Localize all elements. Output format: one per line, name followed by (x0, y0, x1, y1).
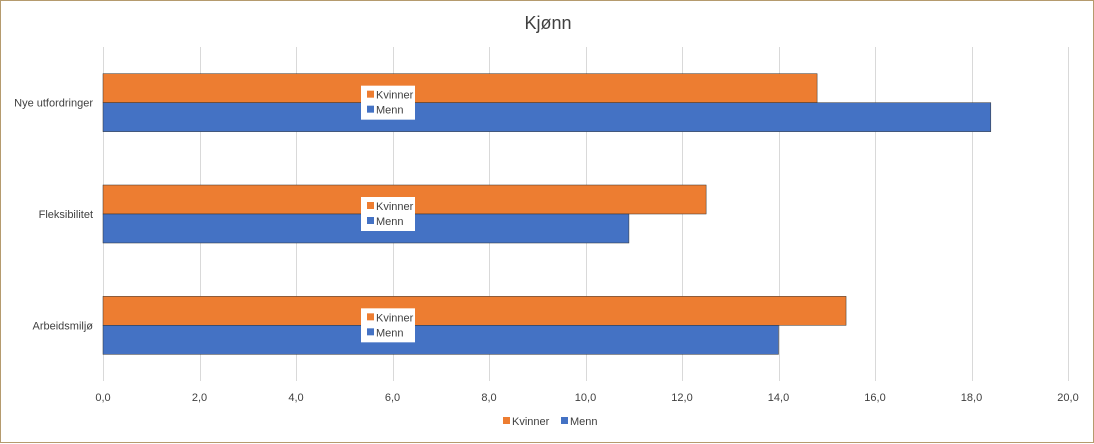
legend-label: Kvinner (512, 416, 550, 428)
x-tick-label: 20,0 (1057, 392, 1078, 404)
bar-menn (102, 102, 992, 132)
x-tick-label: 14,0 (768, 392, 789, 404)
x-tick-label: 0,0 (95, 392, 110, 404)
inline-legend-label: Menn (376, 327, 404, 339)
inline-legend-label: Kvinner (376, 312, 414, 324)
inline-legend-swatch (367, 105, 374, 113)
x-tick-label: 10,0 (575, 392, 596, 404)
chart-legend: Kvinner Menn (503, 416, 598, 428)
inline-legend-label: Kvinner (376, 201, 414, 213)
inline-legend: Kvinner Menn (361, 85, 415, 120)
x-tick-label: 2,0 (192, 392, 207, 404)
bar-kvinner (102, 296, 847, 326)
x-axis-ticks: 0,0 2,0 4,0 6,0 8,0 10,0 12,0 14,0 16,0 18,0 20,0 (95, 392, 1078, 404)
bar-menn (102, 325, 779, 355)
legend-label: Menn (570, 416, 598, 428)
bar-kvinner (102, 73, 818, 103)
inline-legends: Kvinner Menn Kvinner Menn Kvinner Menn (361, 85, 415, 343)
inline-legend-swatch (367, 313, 374, 321)
category-labels: Nye utfordringer Fleksibilitet Arbeidsmilj… (14, 98, 93, 333)
inline-legend-label: Menn (376, 216, 404, 228)
legend-swatch (503, 417, 510, 424)
category-label: Nye utfordringer (14, 98, 93, 110)
bars (102, 73, 992, 355)
inline-legend: Kvinner Menn (361, 197, 415, 231)
inline-legend-swatch (367, 202, 374, 209)
x-tick-label: 6,0 (385, 392, 400, 404)
category-label: Arbeidsmiljø (32, 320, 93, 332)
x-tick-label: 8,0 (481, 392, 496, 404)
x-tick-label: 4,0 (288, 392, 303, 404)
inline-legend-swatch (367, 217, 374, 224)
x-tick-label: 12,0 (671, 392, 692, 404)
inline-legend: Kvinner Menn (361, 308, 415, 343)
legend-swatch (561, 417, 568, 424)
category-label: Fleksibilitet (39, 209, 93, 221)
inline-legend-label: Menn (376, 105, 404, 117)
x-tick-label: 18,0 (961, 392, 982, 404)
inline-legend-swatch (367, 90, 374, 98)
inline-legend-label: Kvinner (376, 90, 414, 102)
chart-title: Kjønn (524, 13, 571, 33)
x-tick-label: 16,0 (864, 392, 885, 404)
inline-legend-swatch (367, 328, 374, 336)
